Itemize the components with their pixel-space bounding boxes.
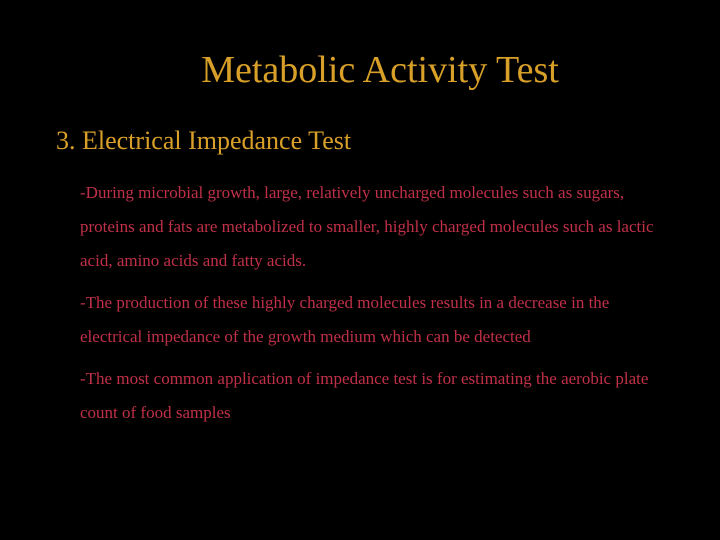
- slide: Metabolic Activity Test 3. Electrical Im…: [0, 0, 720, 540]
- slide-title: Metabolic Activity Test: [56, 48, 664, 92]
- paragraph: -During microbial growth, large, relativ…: [80, 176, 664, 278]
- paragraph: -The most common application of impedanc…: [80, 362, 664, 430]
- paragraph: -The production of these highly charged …: [80, 286, 664, 354]
- slide-subtitle: 3. Electrical Impedance Test: [56, 126, 664, 156]
- slide-body: -During microbial growth, large, relativ…: [56, 176, 664, 430]
